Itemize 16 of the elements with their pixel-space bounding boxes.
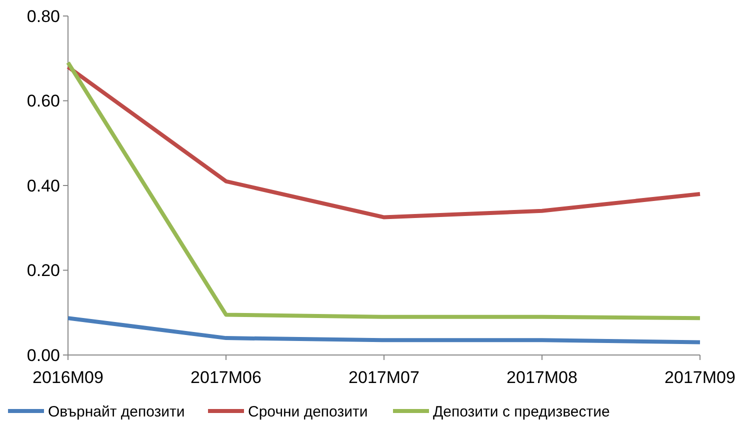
line-series <box>66 60 702 320</box>
line-series <box>66 64 702 220</box>
line-series <box>66 316 702 344</box>
y-tick-label: 0.40 <box>26 176 60 196</box>
y-tick-label: 0.80 <box>26 6 60 26</box>
y-tick-label: 0.00 <box>26 346 60 365</box>
x-tick-label: 2017M06 <box>190 368 262 387</box>
y-tick-label: 0.60 <box>26 92 60 111</box>
legend-label: Депозити с предизвестие <box>433 403 610 420</box>
x-tick-label: 2017M07 <box>348 368 420 387</box>
y-tick-label: 0.20 <box>26 261 60 280</box>
x-tick-label: 2016M09 <box>32 368 104 387</box>
x-tick-label: 2017M09 <box>664 368 736 387</box>
x-tick-label: 2017M08 <box>506 368 578 387</box>
legend-label: Срочни депозити <box>248 403 368 420</box>
legend-label: Овърнайт депозити <box>48 403 185 420</box>
